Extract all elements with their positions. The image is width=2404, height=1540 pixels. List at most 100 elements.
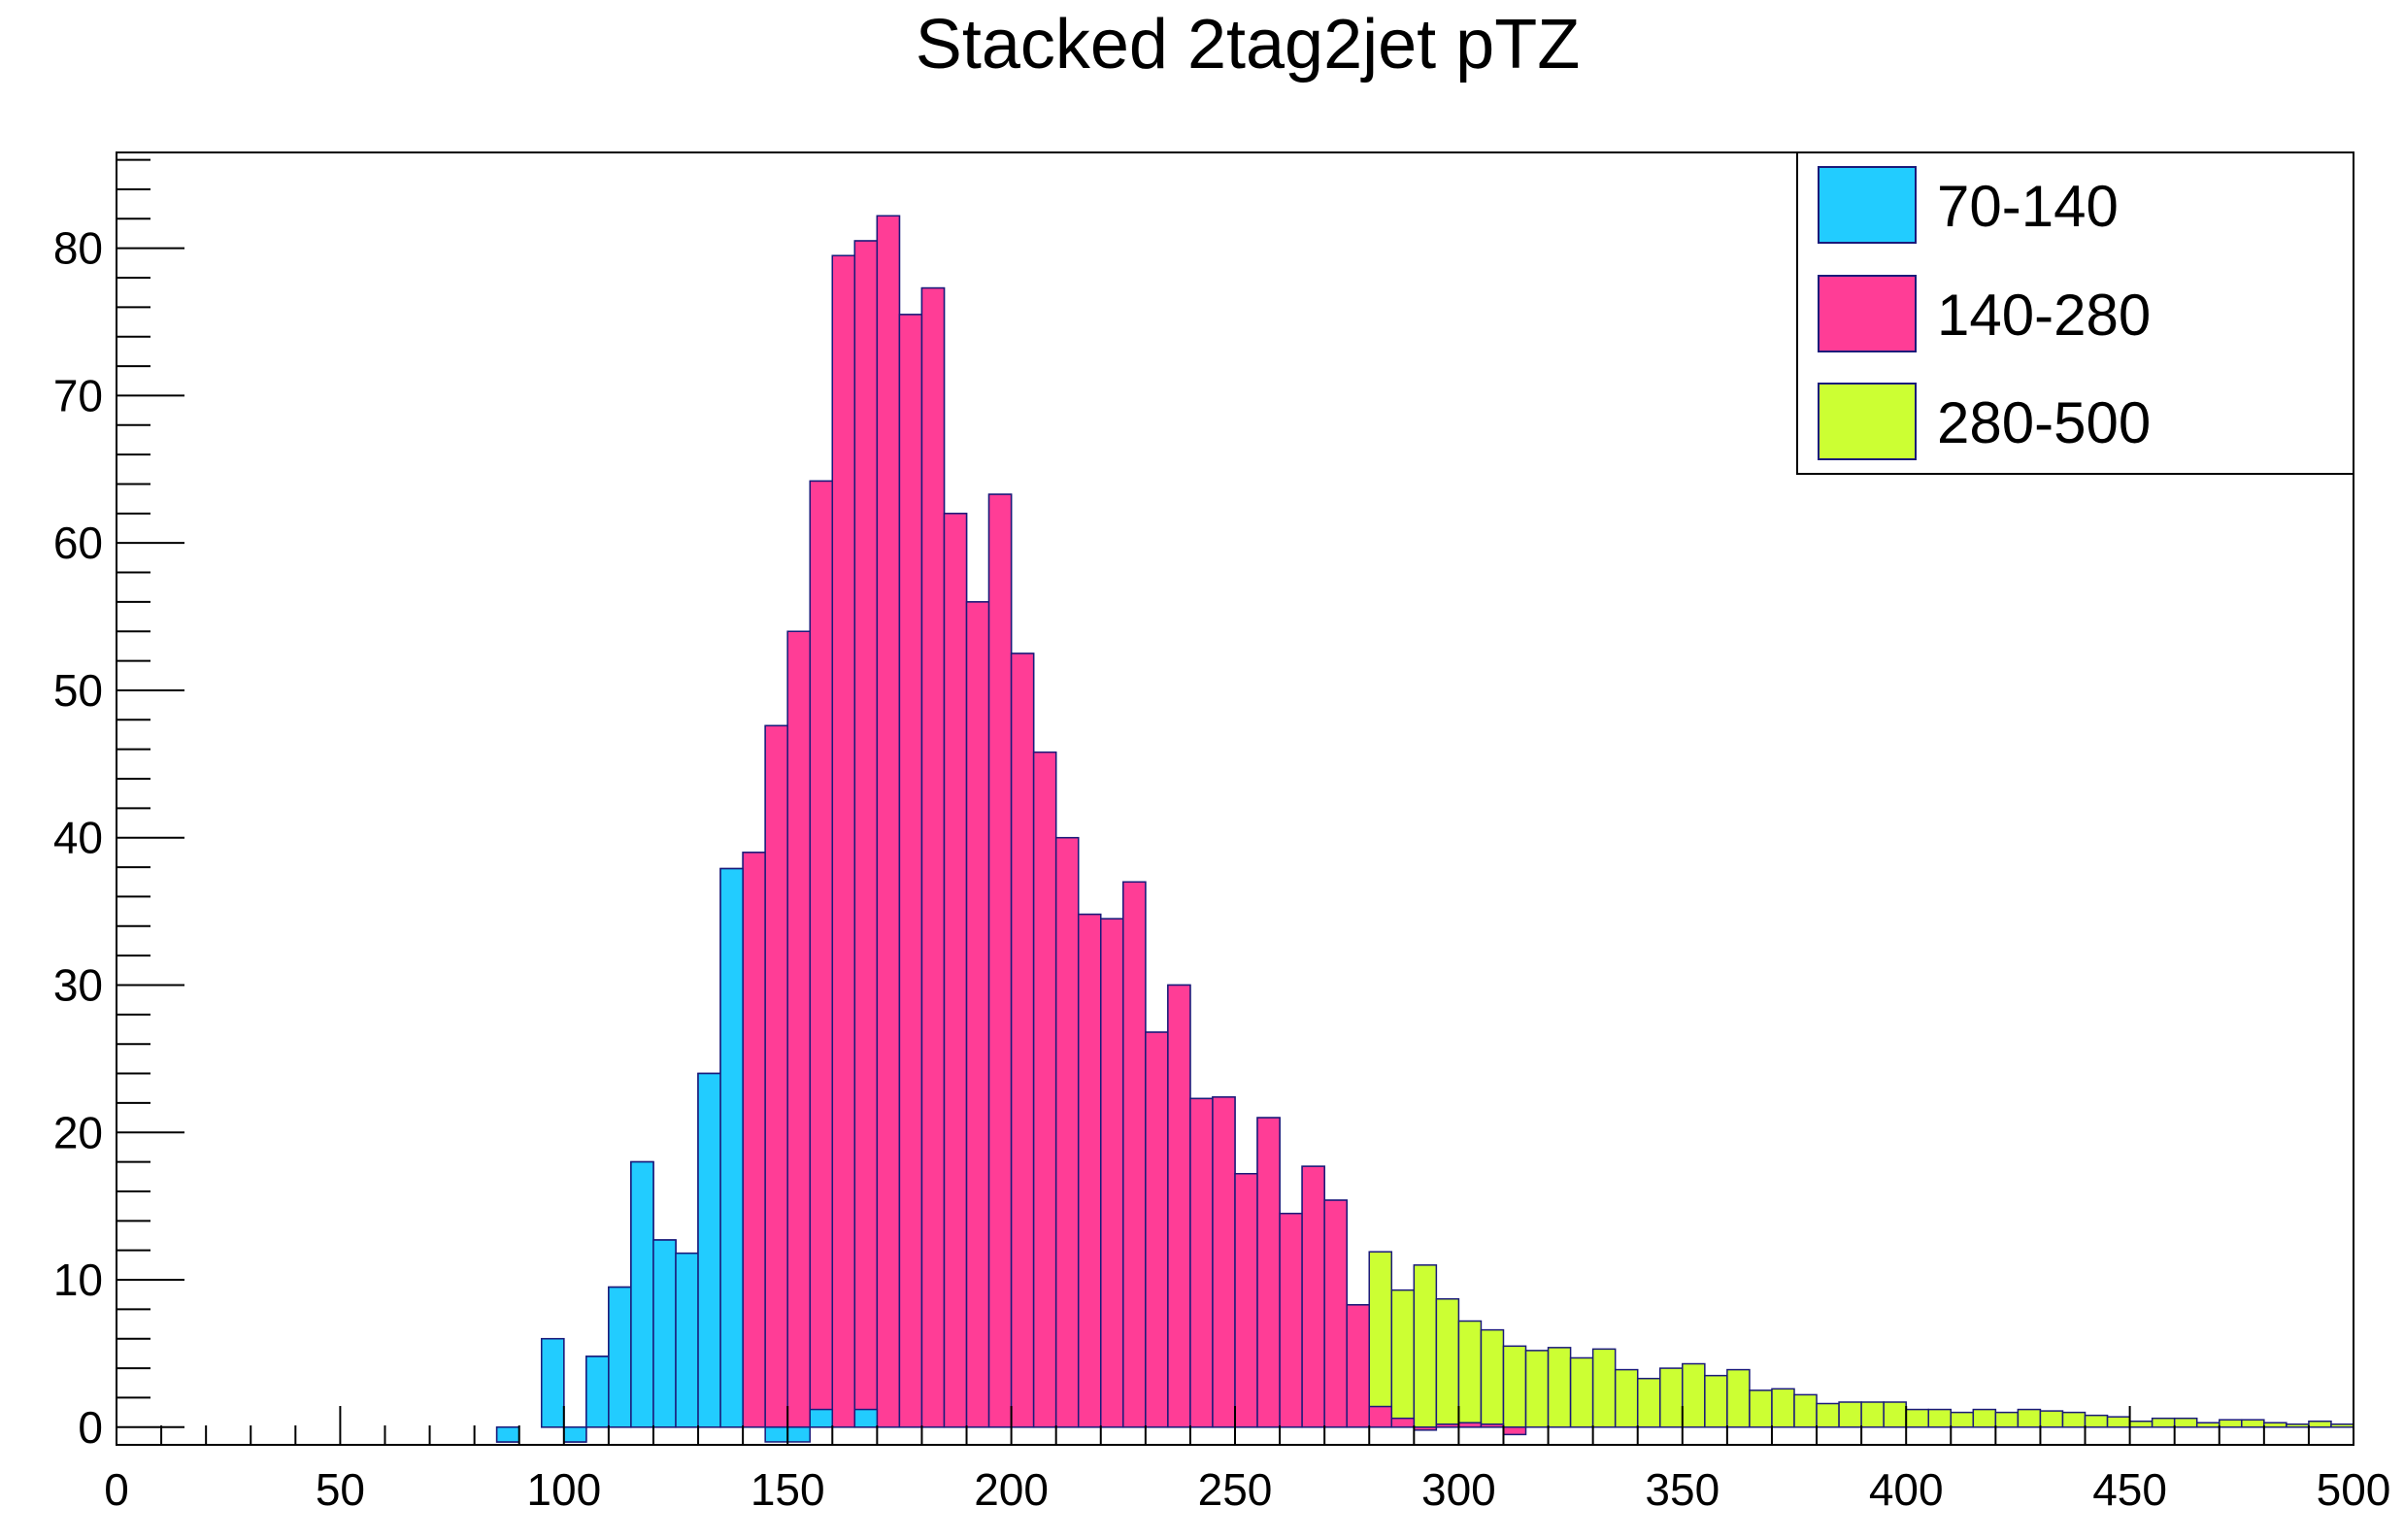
bar-280-500-310: [1502, 1345, 1527, 1428]
bar-70-140-110: [608, 1286, 632, 1428]
bar-280-500-480: [2263, 1422, 2287, 1428]
bar-280-500-290: [1413, 1264, 1438, 1428]
series-70-140: [495, 867, 879, 1443]
bar-140-280-160: [831, 254, 856, 1428]
bar-280-500-285: [1390, 1289, 1416, 1428]
bar-140-280-225: [1122, 881, 1147, 1428]
bar-280-500-295: [1435, 1298, 1460, 1428]
bar-140-280-205: [1032, 751, 1057, 1428]
bar-280-500-315: [1524, 1350, 1550, 1428]
legend-entry-70-140: 70-140: [1818, 166, 2119, 244]
legend-entry-280-500: 280-500: [1818, 383, 2151, 460]
x-tick-label-200: 200: [974, 1464, 1049, 1515]
bar-140-280-215: [1077, 913, 1102, 1428]
bar-140-280-240: [1189, 1097, 1214, 1428]
bar-280-500-375: [1793, 1393, 1818, 1428]
bar-140-280-190: [965, 601, 990, 1428]
bar-140-280-185: [943, 513, 968, 1428]
bar-280-500-390: [1860, 1401, 1885, 1428]
bar-280-500-415: [1972, 1408, 1997, 1428]
bar-140-280-210: [1054, 836, 1080, 1428]
y-tick-label-50: 50: [53, 665, 103, 716]
bar-280-500-365: [1749, 1389, 1773, 1428]
bar-140-280-265: [1301, 1165, 1325, 1428]
bar-280-500-470: [2219, 1419, 2243, 1428]
bar-280-500-425: [2017, 1408, 2042, 1428]
x-tick-label-400: 400: [1869, 1464, 1944, 1515]
bar-140-280-145: [764, 724, 788, 1428]
bar-70-140-145: [764, 1426, 788, 1443]
bar-280-500-345: [1659, 1367, 1684, 1428]
bar-280-500-335: [1614, 1368, 1639, 1428]
bar-140-280-310: [1502, 1426, 1527, 1436]
bar-280-500-280: [1368, 1251, 1393, 1428]
bar-140-280-235: [1167, 984, 1191, 1428]
y-tick-label-80: 80: [53, 223, 103, 274]
bar-140-280-305: [1480, 1423, 1505, 1428]
x-axis: 0 50 100 150 200 250 300 350 400 450 500: [104, 1406, 2390, 1515]
bar-70-140-165: [853, 1408, 879, 1428]
bar-280-500-340: [1636, 1377, 1661, 1428]
bar-280-500-430: [2039, 1410, 2064, 1428]
x-tick-label-450: 450: [2092, 1464, 2167, 1515]
y-tick-label-70: 70: [53, 370, 103, 420]
bar-140-280-295: [1435, 1423, 1460, 1428]
bar-280-500-410: [1950, 1411, 1975, 1428]
bar-70-140-105: [585, 1356, 610, 1428]
bar-140-280-270: [1323, 1199, 1348, 1428]
bar-140-280-275: [1346, 1304, 1370, 1428]
bar-280-500-490: [2308, 1420, 2332, 1428]
y-axis: 0 10 20 30 40 50 60 70 80: [53, 158, 184, 1453]
bar-280-500-370: [1771, 1388, 1795, 1428]
bar-140-280-140: [742, 852, 766, 1428]
x-tick-label-100: 100: [526, 1464, 601, 1515]
x-tick-label-150: 150: [751, 1464, 825, 1515]
bar-280-500-320: [1547, 1347, 1572, 1428]
bar-280-500-440: [2084, 1414, 2109, 1428]
bar-70-140-95: [541, 1337, 565, 1428]
bar-280-500-445: [2106, 1416, 2131, 1428]
bar-140-280-155: [809, 480, 834, 1428]
bar-280-500-405: [1927, 1408, 1953, 1428]
bar-70-140-85: [495, 1426, 520, 1443]
bar-280-500-325: [1569, 1356, 1594, 1428]
x-tick-label-250: 250: [1198, 1464, 1273, 1515]
legend-swatch-140-280: [1818, 275, 1917, 352]
bar-140-280-175: [898, 314, 923, 1428]
bar-280-500-460: [2173, 1417, 2198, 1428]
y-tick-label-0: 0: [78, 1402, 103, 1453]
bar-280-500-465: [2195, 1422, 2220, 1428]
y-tick-label-40: 40: [53, 813, 103, 863]
bar-140-280-165: [853, 240, 879, 1428]
y-tick-label-30: 30: [53, 959, 103, 1010]
bar-280-500-305: [1480, 1328, 1505, 1428]
bar-140-280-230: [1145, 1031, 1169, 1428]
bar-140-280-195: [987, 493, 1013, 1428]
bar-70-140-115: [630, 1160, 654, 1428]
bar-280-500-385: [1838, 1401, 1862, 1428]
bar-280-500-300: [1457, 1320, 1483, 1428]
bar-70-140-150: [786, 1426, 811, 1443]
bar-70-140-135: [719, 867, 744, 1428]
x-tick-label-0: 0: [104, 1464, 129, 1515]
bar-280-500-360: [1726, 1368, 1751, 1428]
bar-140-280-180: [920, 286, 946, 1428]
legend-swatch-280-500: [1818, 383, 1917, 460]
bar-140-280-200: [1010, 653, 1035, 1428]
y-tick-label-10: 10: [53, 1255, 103, 1305]
bar-280-500-485: [2286, 1423, 2310, 1428]
bar-280-500-495: [2330, 1423, 2354, 1428]
x-tick-label-50: 50: [316, 1464, 365, 1515]
bar-70-140-155: [809, 1408, 834, 1428]
chart-title: Stacked 2tag2jet pTZ: [916, 6, 1580, 84]
bar-280-500-350: [1682, 1362, 1706, 1428]
bar-140-280-255: [1256, 1117, 1281, 1428]
bar-140-280-260: [1279, 1212, 1303, 1428]
legend-swatch-70-140: [1818, 166, 1917, 244]
bar-70-140-130: [697, 1072, 721, 1428]
bar-280-500-330: [1591, 1348, 1617, 1428]
bar-280-500-435: [2061, 1411, 2087, 1428]
bars-layer: [495, 215, 2354, 1443]
bar-140-280-150: [786, 630, 811, 1428]
